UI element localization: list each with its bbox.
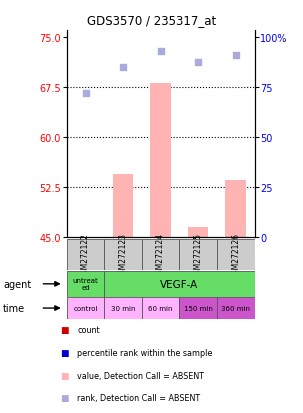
Point: [158, 49, 163, 56]
Bar: [142, 297, 179, 319]
Bar: [179, 297, 217, 319]
Bar: [225, 181, 246, 237]
Text: ■: ■: [61, 394, 69, 402]
Text: rank, Detection Call = ABSENT: rank, Detection Call = ABSENT: [77, 394, 200, 402]
Bar: [67, 240, 104, 271]
Bar: [104, 297, 142, 319]
Text: ■: ■: [61, 371, 69, 380]
Bar: [188, 228, 208, 237]
Bar: [217, 240, 255, 271]
Text: untreat
ed: untreat ed: [73, 278, 98, 291]
Point: [196, 59, 201, 66]
Bar: [142, 240, 179, 271]
Point: [121, 64, 125, 71]
Text: count: count: [77, 325, 100, 334]
Text: 150 min: 150 min: [184, 305, 213, 311]
Text: GSM272125: GSM272125: [194, 232, 203, 278]
Text: 60 min: 60 min: [148, 305, 173, 311]
Text: value, Detection Call = ABSENT: value, Detection Call = ABSENT: [77, 371, 204, 380]
Text: percentile rank within the sample: percentile rank within the sample: [77, 348, 213, 357]
Text: GSM272123: GSM272123: [118, 232, 128, 278]
Text: 360 min: 360 min: [221, 305, 250, 311]
Text: time: time: [3, 303, 25, 313]
Text: 30 min: 30 min: [111, 305, 135, 311]
Text: GSM272122: GSM272122: [81, 232, 90, 278]
Text: GSM272124: GSM272124: [156, 232, 165, 278]
Bar: [179, 240, 217, 271]
Text: control: control: [73, 305, 98, 311]
Text: GSM272126: GSM272126: [231, 232, 240, 278]
Text: VEGF-A: VEGF-A: [160, 279, 198, 289]
Bar: [104, 271, 255, 297]
Bar: [150, 84, 171, 237]
Bar: [113, 174, 133, 237]
Text: agent: agent: [3, 279, 31, 289]
Point: [233, 52, 238, 59]
Bar: [67, 297, 104, 319]
Bar: [104, 240, 142, 271]
Bar: [67, 271, 104, 297]
Text: ■: ■: [61, 325, 69, 334]
Bar: [217, 297, 255, 319]
Text: ■: ■: [61, 348, 69, 357]
Text: GDS3570 / 235317_at: GDS3570 / 235317_at: [87, 14, 216, 27]
Point: [83, 91, 88, 97]
